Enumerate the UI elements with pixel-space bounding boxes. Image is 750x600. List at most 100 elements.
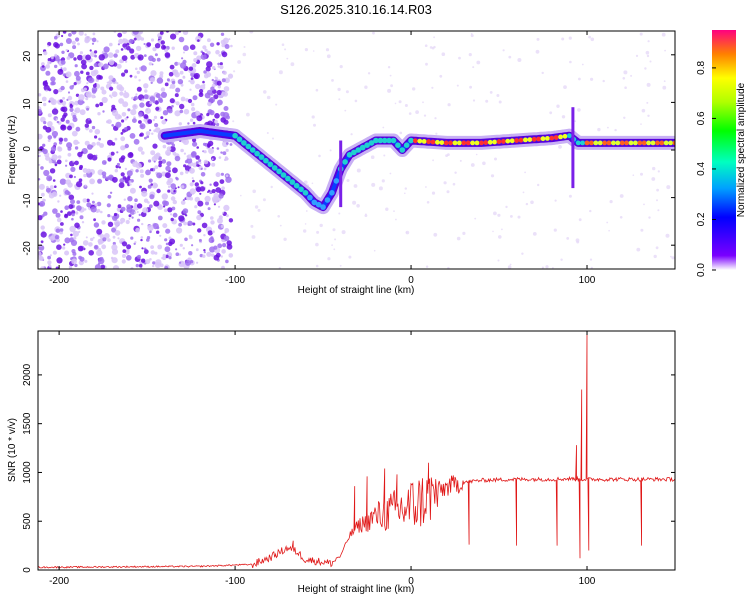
- noise-blob: [78, 94, 85, 101]
- y-tick-label: 1000: [22, 461, 33, 484]
- noise-blob: [140, 65, 147, 72]
- y-tick-label: 1500: [22, 412, 33, 435]
- ridge-peak: [615, 140, 621, 146]
- x-tick-label: 100: [579, 275, 596, 286]
- noise-blob: [237, 60, 242, 64]
- noise-blob: [39, 146, 44, 151]
- snr-series-line: [38, 333, 675, 569]
- noise-blob: [112, 241, 116, 246]
- colorbar-tick-label: 0.4: [696, 162, 707, 176]
- spectrogram-ridge: [157, 107, 675, 215]
- noise-blob: [170, 83, 176, 89]
- ridge-peak: [377, 137, 384, 144]
- noise-blob: [122, 43, 128, 48]
- noise-blob: [47, 260, 52, 265]
- noise-blob: [62, 114, 67, 119]
- noise-blob: [79, 109, 86, 116]
- noise-blob: [160, 87, 166, 92]
- noise-blob: [86, 168, 92, 174]
- noise-blob: [170, 196, 176, 201]
- noise-blob: [108, 79, 113, 85]
- noise-blob: [590, 266, 593, 269]
- ridge-peak: [545, 136, 550, 141]
- noise-blob: [218, 156, 222, 159]
- noise-blob: [412, 87, 416, 91]
- noise-blob: [74, 64, 78, 68]
- ridge-peak: [355, 147, 362, 153]
- ridge-peak: [465, 140, 471, 146]
- noise-blob: [59, 228, 64, 232]
- noise-blob: [203, 150, 207, 154]
- noise-blob: [200, 53, 207, 60]
- noise-blob: [52, 250, 58, 255]
- noise-blob: [103, 233, 110, 239]
- noise-blob: [174, 61, 179, 66]
- noise-blob: [161, 119, 167, 125]
- noise-blob: [117, 43, 120, 46]
- noise-blob: [348, 255, 352, 259]
- noise-blob: [77, 245, 84, 252]
- snr-plot-area: [38, 331, 675, 570]
- noise-blob: [182, 45, 189, 52]
- noise-blob: [166, 180, 172, 186]
- ridge-peak: [461, 140, 467, 146]
- noise-blob: [41, 62, 45, 66]
- ridge-peak: [236, 136, 243, 143]
- noise-blob: [149, 129, 152, 132]
- noise-blob: [73, 139, 79, 145]
- noise-blob: [150, 168, 154, 172]
- noise-blob: [118, 98, 124, 104]
- noise-blob: [114, 230, 121, 236]
- noise-blob: [145, 131, 151, 136]
- noise-blob: [647, 114, 650, 118]
- noise-blob: [114, 137, 118, 141]
- noise-blob: [114, 169, 119, 173]
- noise-blob: [167, 108, 173, 114]
- noise-blob: [137, 254, 141, 259]
- noise-blob: [45, 64, 50, 69]
- noise-blob: [456, 84, 459, 87]
- noise-blob: [137, 146, 143, 152]
- noise-blob: [48, 88, 52, 92]
- noise-blob: [65, 49, 68, 52]
- noise-blob: [164, 82, 169, 87]
- noise-blob: [279, 224, 282, 227]
- noise-blob: [96, 210, 99, 213]
- noise-blob: [383, 154, 386, 157]
- noise-blob: [185, 259, 191, 266]
- noise-blob: [446, 190, 450, 194]
- noise-blob: [53, 89, 59, 95]
- noise-blob: [89, 178, 95, 185]
- noise-blob: [207, 207, 211, 211]
- noise-blob: [221, 51, 228, 58]
- noise-blob: [220, 224, 224, 228]
- noise-blob: [619, 194, 624, 198]
- noise-blob: [315, 264, 319, 268]
- noise-blob: [96, 228, 103, 235]
- noise-blob: [141, 98, 145, 102]
- noise-blob: [203, 70, 207, 74]
- noise-blob: [662, 85, 667, 90]
- noise-blob: [198, 238, 202, 242]
- noise-blob: [131, 216, 134, 219]
- noise-blob: [161, 159, 167, 164]
- noise-blob: [42, 198, 45, 202]
- ridge-peak: [386, 137, 392, 144]
- noise-blob: [57, 68, 64, 75]
- noise-blob: [398, 100, 402, 104]
- noise-blob: [143, 198, 149, 203]
- noise-blob: [200, 172, 206, 177]
- noise-blob: [472, 66, 475, 69]
- noise-blob: [73, 57, 77, 61]
- noise-blob: [192, 121, 196, 125]
- noise-blob: [387, 88, 392, 93]
- noise-blob: [364, 214, 368, 218]
- noise-blob: [352, 200, 357, 205]
- noise-blob: [215, 252, 221, 258]
- noise-blob: [622, 77, 626, 80]
- noise-blob: [128, 38, 134, 44]
- noise-blob: [203, 234, 206, 237]
- noise-blob: [199, 89, 204, 94]
- noise-blob: [209, 96, 216, 103]
- noise-blob: [91, 142, 96, 147]
